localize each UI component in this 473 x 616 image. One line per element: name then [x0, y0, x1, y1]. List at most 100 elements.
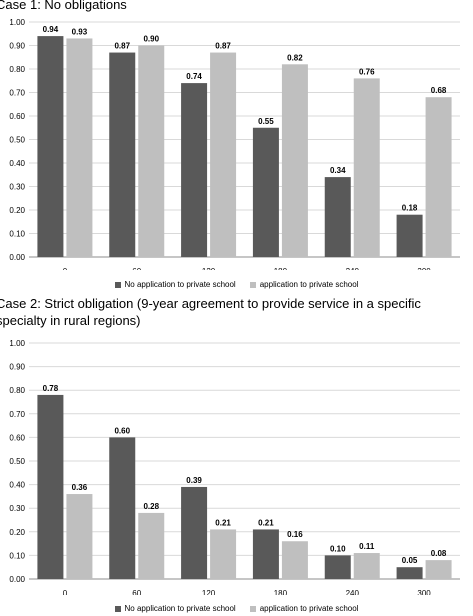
chart1-data-label-series0-240: 0.10 [330, 544, 346, 553]
chart2-legend-label-application: application to private school [259, 604, 359, 613]
chart1-data-label-series1-120: 0.21 [215, 518, 231, 527]
chart0-bar-series1-240 [353, 78, 380, 258]
chart0-data-label-series1-300: 0.68 [431, 86, 447, 95]
chart1-bar-series0-300 [396, 567, 423, 579]
chart2-legend-item-no-application: No application to private school [114, 604, 236, 614]
chart1-data-label-series0-0: 0.78 [43, 384, 59, 393]
chart1-legend-label-application: application to private school [259, 280, 359, 289]
chart0-x-tick-label: 180 [274, 267, 288, 270]
chart1-data-label-series1-240: 0.11 [359, 542, 375, 551]
chart1-bar-series1-300 [425, 560, 452, 579]
chart0-bar-series1-180 [281, 64, 308, 257]
chart0-data-label-series0-300: 0.18 [402, 204, 418, 213]
chart1-x-tick-label: 180 [274, 589, 288, 595]
chart1-data-label-series1-180: 0.16 [287, 530, 303, 539]
chart1-data-label-series0-60: 0.60 [114, 426, 130, 435]
chart1-data-label-series1-60: 0.28 [143, 502, 159, 511]
chart0-bar-series0-0 [37, 36, 64, 257]
chart0-y-tick-label: 1.00 [9, 18, 25, 27]
chart1-y-tick-label: 0.10 [9, 551, 25, 560]
chart0-y-tick-label: 0.50 [9, 136, 25, 145]
chart1-bar-series0-240 [324, 555, 351, 579]
chart1-legend-swatch-application [249, 282, 256, 288]
chart1-bar-series1-60 [138, 512, 165, 579]
chart1-data-label-series1-300: 0.08 [431, 549, 447, 558]
chart1-bar-series1-0 [66, 494, 93, 579]
chart0-y-tick-label: 0.70 [9, 89, 25, 98]
chart1-data-label-series1-0: 0.36 [72, 483, 88, 492]
chart1-title: Case 1: No obligations [0, 0, 127, 12]
chart1-data-label-series0-120: 0.39 [186, 476, 202, 485]
chart1-bar-series0-0 [37, 394, 64, 579]
chart1-legend-label-no-application: No application to private school [124, 280, 236, 289]
chart1-bar-series0-120 [181, 486, 208, 579]
chart1-plot: 0.00 0.10 0.20 0.30 0.40 0.50 0.60 0.70 0.80 0.90… [9, 18, 460, 270]
chart0-bar-series1-0 [66, 38, 93, 258]
chart0-bar-series1-120 [210, 52, 237, 257]
chart1-bar-series1-180 [281, 541, 308, 579]
chart0-bar-series0-180 [252, 127, 279, 257]
chart1-data-label-series0-180: 0.21 [258, 518, 274, 527]
chart2-legend-swatch-application [249, 606, 256, 612]
chart1-x-tick-label: 60 [132, 589, 141, 595]
chart1-x-tick-label: 0 [63, 589, 68, 595]
chart1-y-tick-label: 0.70 [9, 410, 25, 419]
chart0-y-tick-label: 0.10 [9, 230, 25, 239]
chart1-x-tick-label: 120 [202, 589, 216, 595]
chart1-y-tick-label: 0.40 [9, 481, 25, 490]
chart0-y-tick-label: 0.80 [9, 65, 25, 74]
chart0-data-label-series1-240: 0.76 [359, 67, 375, 76]
chart1-bar-series0-180 [252, 529, 279, 579]
chart1-y-tick-label: 0.20 [9, 528, 25, 537]
chart0-data-label-series0-120: 0.74 [186, 72, 202, 81]
chart0-y-tick-label: 0.20 [9, 206, 25, 215]
chart0-bar-series1-60 [138, 45, 165, 257]
chart2-title: Case 2: Strict obligation (9-year agreem… [0, 296, 421, 328]
chart0-x-tick-label: 0 [63, 267, 68, 270]
chart0-x-tick-label: 120 [202, 267, 216, 270]
chart0-x-tick-label: 60 [132, 267, 141, 270]
chart0-x-tick-label: 300 [417, 267, 431, 270]
chart0-y-tick-label: 0.90 [9, 42, 25, 51]
chart1-bar-series1-120 [210, 529, 237, 579]
chart1-y-tick-label: 1.00 [9, 339, 25, 348]
chart0-data-label-series1-180: 0.82 [287, 53, 303, 62]
chart0-y-tick-label: 0.60 [9, 112, 25, 121]
chart2-legend-item-application: application to private school [249, 604, 359, 614]
chart1-y-tick-label: 0.30 [9, 504, 25, 513]
chart0-y-tick-label: 0.00 [9, 253, 25, 262]
chart1-bar-series0-60 [109, 437, 136, 579]
chart1-legend-swatch-no-application [114, 282, 121, 288]
chart1-y-tick-label: 0.80 [9, 386, 25, 395]
chart1-data-label-series0-300: 0.05 [402, 556, 418, 565]
chart2-legend: No application to private school applica… [0, 604, 473, 614]
chart1-y-tick-label: 0.60 [9, 433, 25, 442]
chart0-bar-series1-300 [425, 97, 452, 257]
chart0-y-tick-label: 0.30 [9, 183, 25, 192]
chart1-x-tick-label: 300 [417, 589, 431, 595]
chart1-y-tick-label: 0.00 [9, 575, 25, 584]
chart1-legend: No application to private school applica… [0, 280, 473, 290]
chart0-data-label-series0-180: 0.55 [258, 117, 274, 126]
chart0-bar-series0-240 [324, 177, 351, 257]
chart1-legend-item-no-application: No application to private school [114, 280, 236, 290]
chart0-data-label-series0-0: 0.94 [43, 25, 59, 34]
chart1-bar-series1-240 [353, 553, 380, 579]
chart0-bar-series0-120 [181, 83, 208, 257]
chart0-x-tick-label: 240 [346, 267, 360, 270]
chart0-bar-series0-60 [109, 52, 136, 257]
chart0-y-tick-label: 0.40 [9, 159, 25, 168]
chart1-y-tick-label: 0.50 [9, 457, 25, 466]
chart0-data-label-series0-60: 0.87 [114, 42, 130, 51]
chart1-legend-item-application: application to private school [249, 280, 359, 290]
chart0-data-label-series0-240: 0.34 [330, 166, 346, 175]
chart2-plot: 0.00 0.10 0.20 0.30 0.40 0.50 0.60 0.70 0.80 0.90… [9, 339, 460, 595]
chart0-data-label-series1-60: 0.90 [143, 35, 159, 44]
chart1-y-tick-label: 0.90 [9, 363, 25, 372]
chart2-legend-swatch-no-application [114, 606, 121, 612]
chart2-legend-label-no-application: No application to private school [124, 604, 236, 613]
chart0-data-label-series1-0: 0.93 [72, 27, 88, 36]
chart1-x-tick-label: 240 [346, 589, 360, 595]
chart0-data-label-series1-120: 0.87 [215, 42, 231, 51]
chart0-bar-series0-300 [396, 214, 423, 257]
